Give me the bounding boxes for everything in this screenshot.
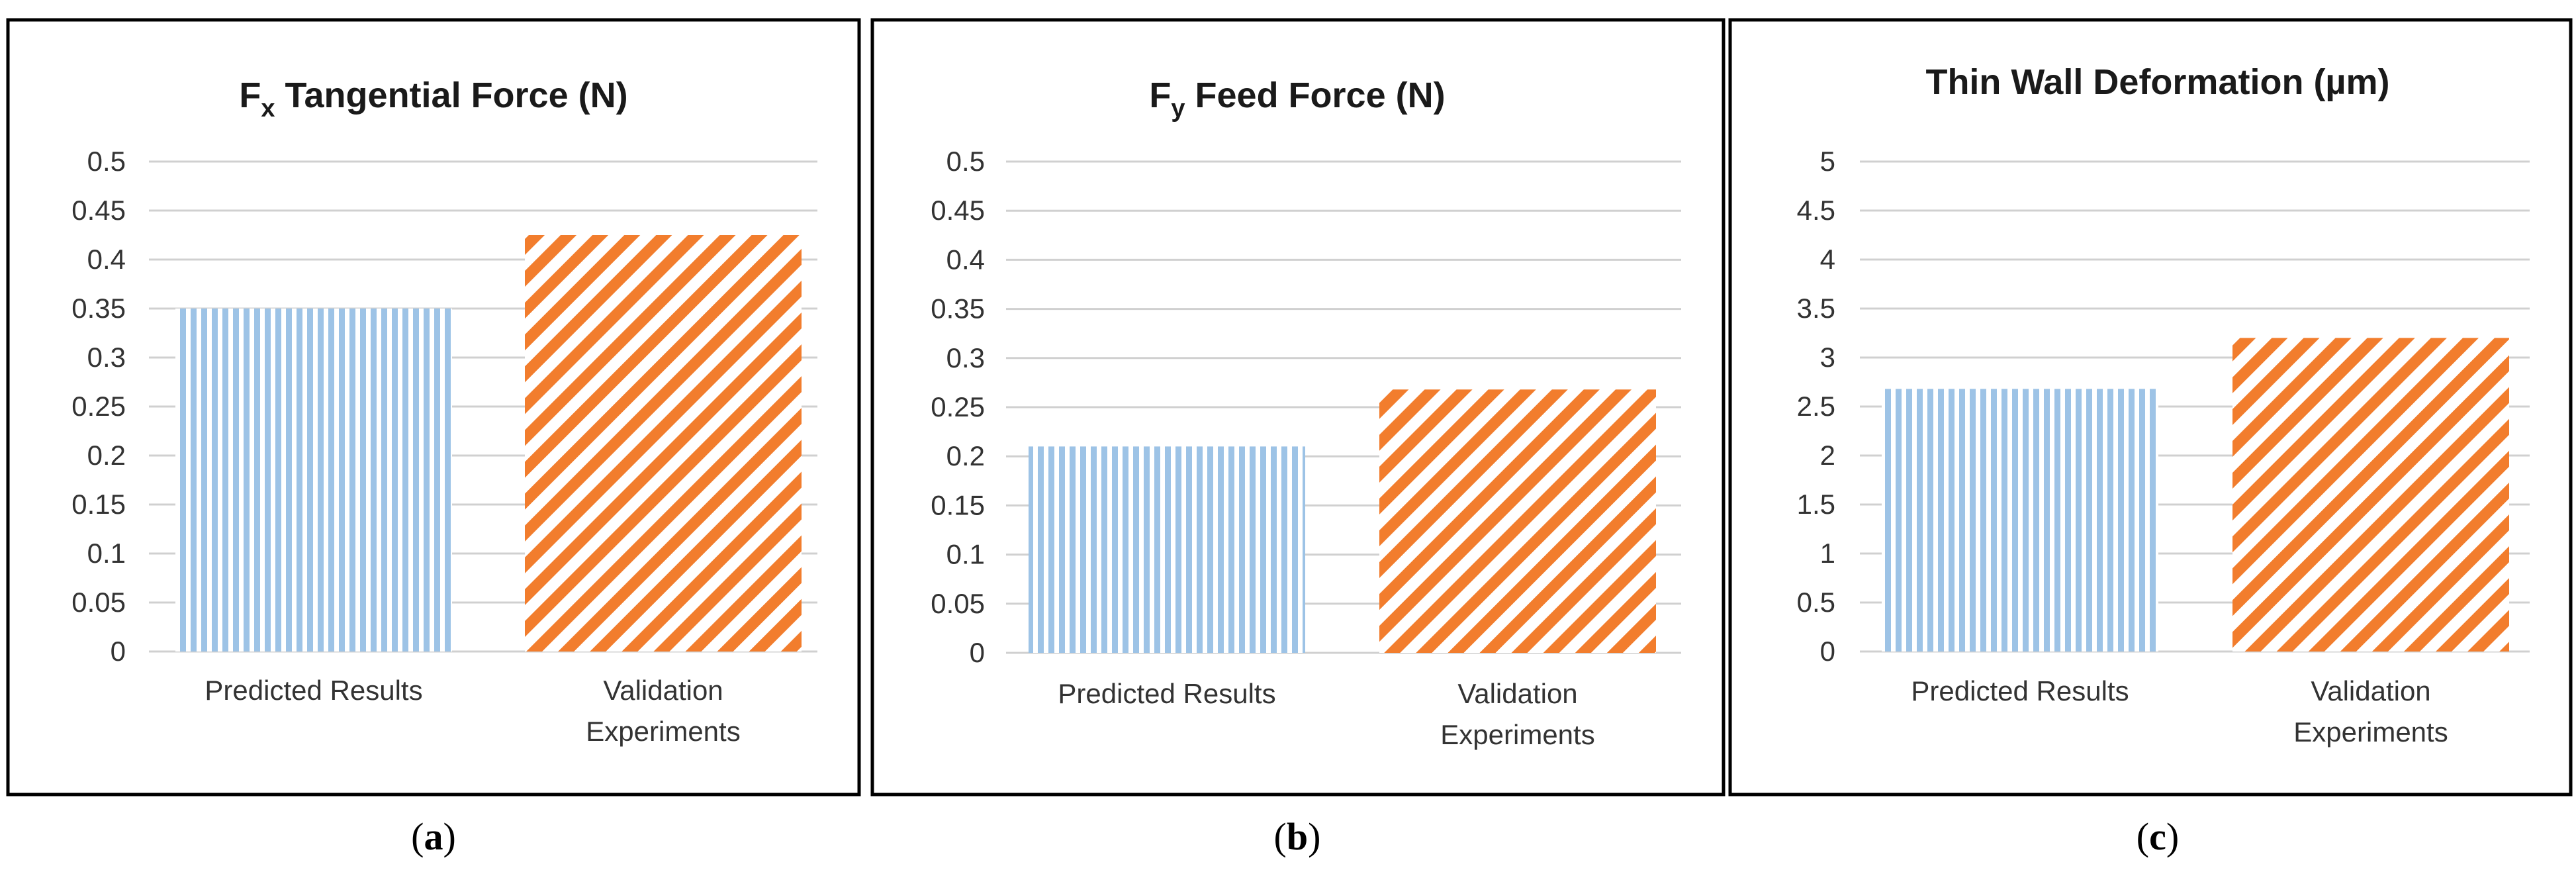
y-tick-label: 4.5 [1797, 195, 1835, 226]
y-tick-label: 0.35 [71, 293, 126, 324]
y-tick-label: 0.35 [931, 293, 985, 324]
y-tick-label: 0.15 [931, 489, 985, 520]
y-tick-label: 0.1 [946, 539, 985, 570]
panel-c: Thin Wall Deformation (µm) 0 0.5 1 1.5 2 2.5 3… [1728, 18, 2573, 858]
y-tick-label: 0 [111, 636, 126, 667]
x-category-label: Validation Experiments [1440, 678, 1594, 750]
panel-a: Fx Tangential Force (N) 00.050.10.150.20… [6, 18, 861, 858]
y-tick-label: 5 [1820, 146, 1835, 177]
panel-a-caption: (a) [411, 815, 456, 858]
y-tick-label: 0.4 [87, 244, 126, 275]
panel-a-plot: 0 0.05 0.1 0.15 0.2 0.25 0.3 0.35 0.4 0.45 0.5 Pred… [71, 146, 817, 747]
panel-c-caption: (c) [2137, 815, 2179, 858]
panel-a-title: Fx Tangential Force (N) [239, 75, 627, 122]
y-tick-label: 0.25 [71, 391, 126, 422]
y-tick-label: 0.3 [946, 342, 985, 373]
y-tick-label: 0.25 [931, 391, 985, 422]
panel-b-plot: 0 0.05 0.1 0.15 0.2 0.25 0.3 0.35 0.4 0.45 0.5 Pred… [931, 146, 1681, 750]
x-category-label: Validation Experiments [2293, 675, 2448, 748]
x-category-label: Predicted Results [1058, 678, 1275, 709]
y-tick-label: 0.2 [946, 440, 985, 471]
bar-predicted-results [1882, 389, 2158, 652]
x-category-label: Validation Experiments [586, 675, 740, 747]
y-tick-label: 0.05 [931, 588, 985, 619]
y-tick-label: 3.5 [1797, 293, 1835, 324]
panel-b: Fy Feed Force (N) 0 0.05 0.1 0.15 0.2 0.25 0.3… [870, 18, 1725, 858]
panel-b-title: Fy Feed Force (N) [1149, 75, 1445, 122]
y-tick-label: 0.15 [71, 489, 126, 520]
y-tick-label: 1.5 [1797, 489, 1835, 520]
bar-predicted-results [1029, 446, 1305, 653]
y-tick-label: 0.5 [1797, 587, 1835, 618]
y-tick-label: 2 [1820, 440, 1835, 471]
panel-c-title: Thin Wall Deformation (µm) [1925, 62, 2389, 102]
y-tick-label: 1 [1820, 538, 1835, 569]
panel-b-caption: (b) [1274, 815, 1321, 858]
y-tick-label: 0.45 [931, 195, 985, 226]
y-tick-label: 0.5 [87, 146, 126, 177]
y-tick-label: 0 [1820, 636, 1835, 667]
y-tick-label: 0 [970, 637, 985, 668]
panel-c-plot: 0 0.5 1 1.5 2 2.5 3 3.5 4 4.5 5 Predicted Results Va… [1797, 146, 2530, 748]
y-tick-label: 0.4 [946, 244, 985, 275]
y-tick-label: 2.5 [1797, 391, 1835, 422]
x-category-label: Predicted Results [205, 675, 422, 706]
y-tick-label: 3 [1820, 342, 1835, 373]
y-tick-label: 0.1 [87, 538, 126, 569]
bar-validation-experiments [525, 235, 802, 652]
bar-validation-experiments [2232, 338, 2509, 652]
y-tick-label: 0.05 [71, 587, 126, 618]
y-tick-label: 0.2 [87, 440, 126, 471]
y-tick-label: 0.45 [71, 195, 126, 226]
x-category-label: Predicted Results [1911, 675, 2129, 706]
bar-validation-experiments [1379, 389, 1656, 653]
bar-predicted-results [175, 309, 452, 652]
y-tick-label: 0.5 [946, 146, 985, 177]
y-tick-label: 0.3 [87, 342, 126, 373]
y-tick-label: 4 [1820, 244, 1835, 275]
